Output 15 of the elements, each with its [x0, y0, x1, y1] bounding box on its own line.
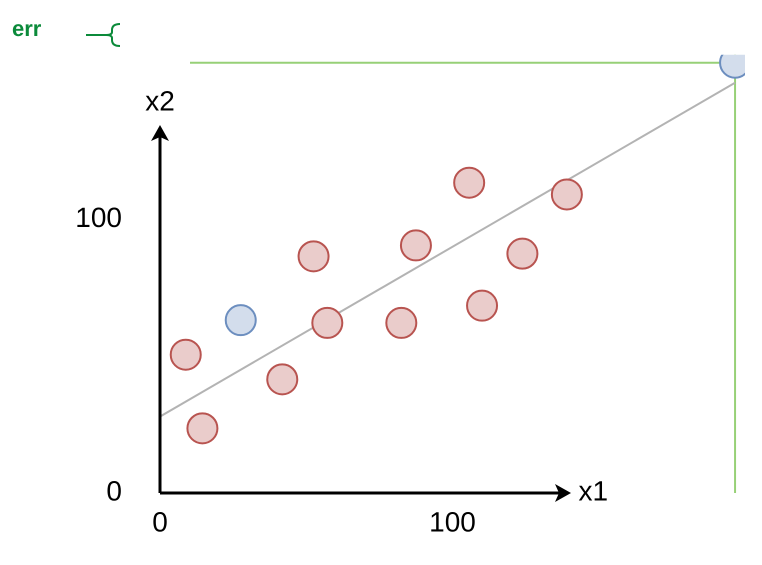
- point: [170, 338, 202, 371]
- point: [400, 229, 432, 262]
- point: [186, 412, 218, 444]
- text: err: [12, 16, 42, 41]
- point: [224, 304, 257, 336]
- point: [298, 240, 330, 272]
- point: [466, 290, 498, 322]
- point: [453, 166, 486, 199]
- point: [311, 306, 344, 339]
- point: [385, 306, 418, 339]
- point: [550, 178, 583, 210]
- point: [266, 363, 298, 396]
- x-axis-title: x1: [578, 476, 608, 507]
- point: [506, 238, 538, 270]
- y-axis-title: x2: [145, 86, 175, 117]
